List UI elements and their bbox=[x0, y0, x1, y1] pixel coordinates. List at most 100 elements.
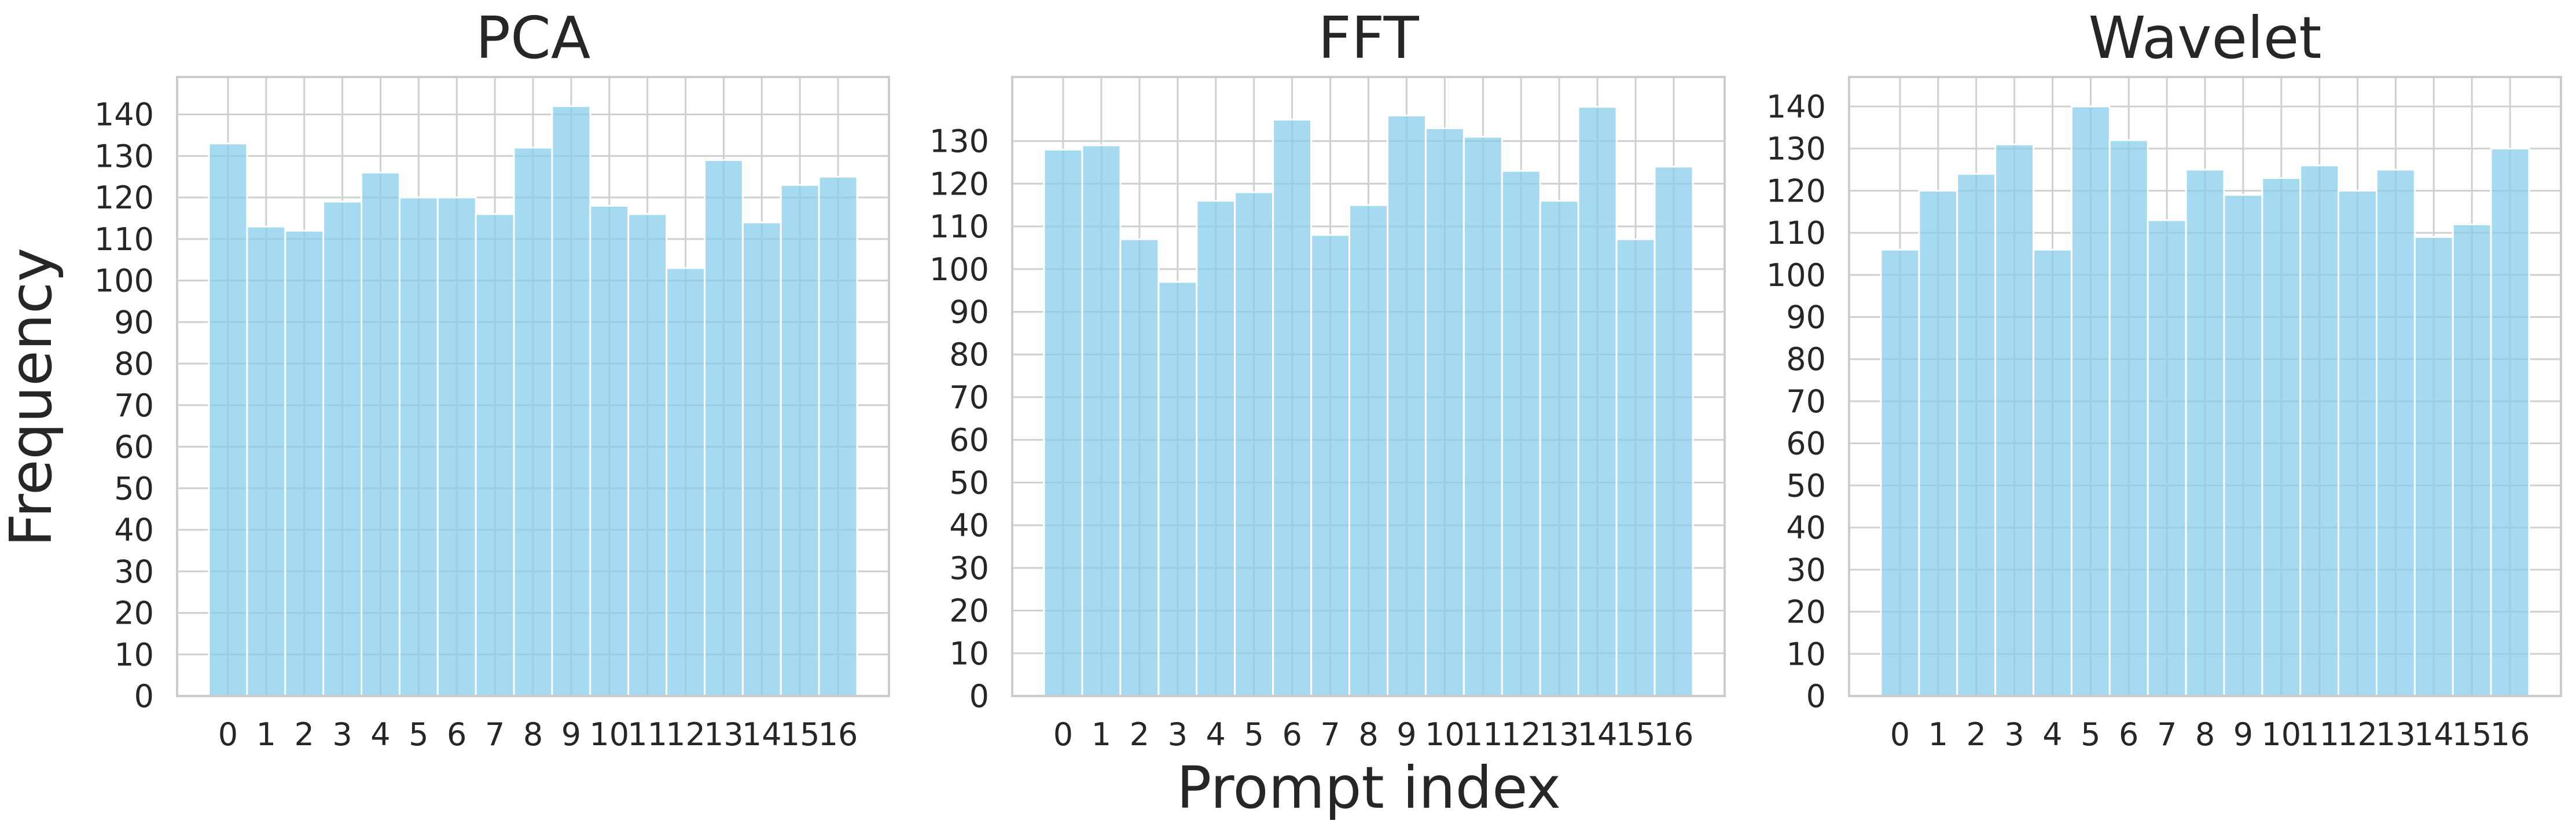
chart-title: PCA bbox=[476, 4, 591, 72]
y-tick-label: 10 bbox=[949, 635, 989, 672]
bar bbox=[780, 184, 820, 697]
x-tick-label: 0 bbox=[218, 716, 238, 753]
y-tick-label: 70 bbox=[949, 379, 989, 416]
y-tick-label: 30 bbox=[114, 554, 154, 590]
bar bbox=[551, 105, 591, 697]
bar bbox=[513, 146, 553, 697]
y-tick-label: 70 bbox=[114, 387, 154, 424]
bar bbox=[1348, 204, 1388, 697]
bar bbox=[2070, 105, 2111, 697]
x-tick-label: 16 bbox=[2490, 716, 2530, 753]
x-tick-label: 2 bbox=[1130, 716, 1149, 753]
bar bbox=[1119, 238, 1160, 697]
y-tick-label: 90 bbox=[114, 304, 154, 340]
x-tick-label: 10 bbox=[589, 716, 629, 753]
bar bbox=[666, 267, 705, 697]
x-tick-label: 11 bbox=[1463, 716, 1503, 753]
bar bbox=[1501, 170, 1541, 697]
bar bbox=[1043, 148, 1083, 697]
x-tick-label: 3 bbox=[2004, 716, 2024, 753]
chart-title: Wavelet bbox=[2089, 4, 2322, 72]
y-tick-label: 90 bbox=[949, 294, 989, 330]
bar bbox=[361, 171, 400, 697]
x-tick-label: 3 bbox=[1168, 716, 1188, 753]
x-tick-label: 1 bbox=[1928, 716, 1948, 753]
bar bbox=[1880, 248, 1920, 697]
bar bbox=[2108, 139, 2149, 697]
y-tick-label: 130 bbox=[94, 138, 154, 174]
bar bbox=[1386, 114, 1427, 697]
x-tick-label: 7 bbox=[1320, 716, 1340, 753]
x-tick-label: 8 bbox=[2195, 716, 2215, 753]
x-tick-label: 6 bbox=[2119, 716, 2138, 753]
bar bbox=[208, 142, 248, 697]
bar bbox=[2490, 148, 2530, 697]
y-tick-label: 130 bbox=[1766, 131, 1826, 167]
y-tick-label: 100 bbox=[1766, 257, 1826, 294]
y-tick-label: 120 bbox=[929, 166, 989, 202]
y-tick-label: 20 bbox=[949, 593, 989, 629]
x-tick-label: 13 bbox=[1539, 716, 1579, 753]
y-tick-label: 130 bbox=[929, 123, 989, 160]
bar bbox=[627, 213, 668, 697]
bar bbox=[818, 175, 858, 697]
x-tick-label: 9 bbox=[1397, 716, 1416, 753]
x-tick-label: 8 bbox=[523, 716, 543, 753]
bar bbox=[2223, 194, 2263, 697]
y-tick-label: 20 bbox=[1786, 594, 1826, 631]
bar bbox=[246, 225, 286, 697]
y-tick-label: 110 bbox=[1766, 215, 1826, 251]
bar bbox=[322, 200, 363, 697]
bar bbox=[1577, 106, 1618, 697]
bar bbox=[2413, 236, 2454, 697]
x-tick-label: 10 bbox=[1425, 716, 1465, 753]
bar bbox=[1196, 200, 1236, 697]
x-tick-label: 4 bbox=[1206, 716, 1226, 753]
bar bbox=[436, 196, 477, 697]
y-tick-label: 140 bbox=[1766, 89, 1826, 125]
x-tick-label: 14 bbox=[1578, 716, 1618, 753]
y-tick-label: 30 bbox=[1786, 552, 1826, 588]
y-tick-label: 110 bbox=[94, 221, 154, 258]
y-tick-label: 10 bbox=[114, 636, 154, 673]
y-tick-label: 40 bbox=[1786, 510, 1826, 546]
bar bbox=[284, 229, 325, 697]
y-tick-label: 90 bbox=[1786, 299, 1826, 336]
x-tick-label: 2 bbox=[295, 716, 314, 753]
bar bbox=[2185, 168, 2225, 697]
bar bbox=[2147, 219, 2187, 697]
x-tick-label: 12 bbox=[1501, 716, 1541, 753]
bar bbox=[398, 196, 439, 697]
x-tick-label: 8 bbox=[1358, 716, 1378, 753]
x-tick-label: 9 bbox=[2233, 716, 2253, 753]
x-tick-label: 15 bbox=[2452, 716, 2492, 753]
x-tick-label: 14 bbox=[2414, 716, 2454, 753]
y-tick-label: 50 bbox=[1786, 467, 1826, 504]
y-tick-label: 0 bbox=[1806, 678, 1826, 715]
bar bbox=[1234, 191, 1274, 697]
bar bbox=[1918, 189, 1958, 697]
y-tick-label: 0 bbox=[134, 678, 154, 715]
y-tick-label: 40 bbox=[949, 507, 989, 544]
y-tick-label: 80 bbox=[114, 346, 154, 382]
bar bbox=[1462, 135, 1503, 697]
bar bbox=[2299, 164, 2340, 697]
bar bbox=[2261, 177, 2302, 697]
x-tick-label: 2 bbox=[1967, 716, 1986, 753]
x-tick-label: 16 bbox=[1654, 716, 1694, 753]
x-tick-label: 4 bbox=[370, 716, 390, 753]
x-tick-label: 12 bbox=[2338, 716, 2377, 753]
bar bbox=[741, 221, 782, 697]
x-tick-label: 7 bbox=[2157, 716, 2177, 753]
y-tick-label: 40 bbox=[114, 512, 154, 548]
bar bbox=[703, 159, 744, 697]
chart-title: FFT bbox=[1318, 4, 1419, 72]
bar bbox=[475, 213, 515, 697]
bar bbox=[1653, 166, 1694, 697]
bar bbox=[1615, 238, 1656, 697]
x-axis-label: Prompt index bbox=[1177, 754, 1561, 822]
y-tick-label: 10 bbox=[1786, 636, 1826, 672]
x-tick-label: 5 bbox=[1244, 716, 1263, 753]
